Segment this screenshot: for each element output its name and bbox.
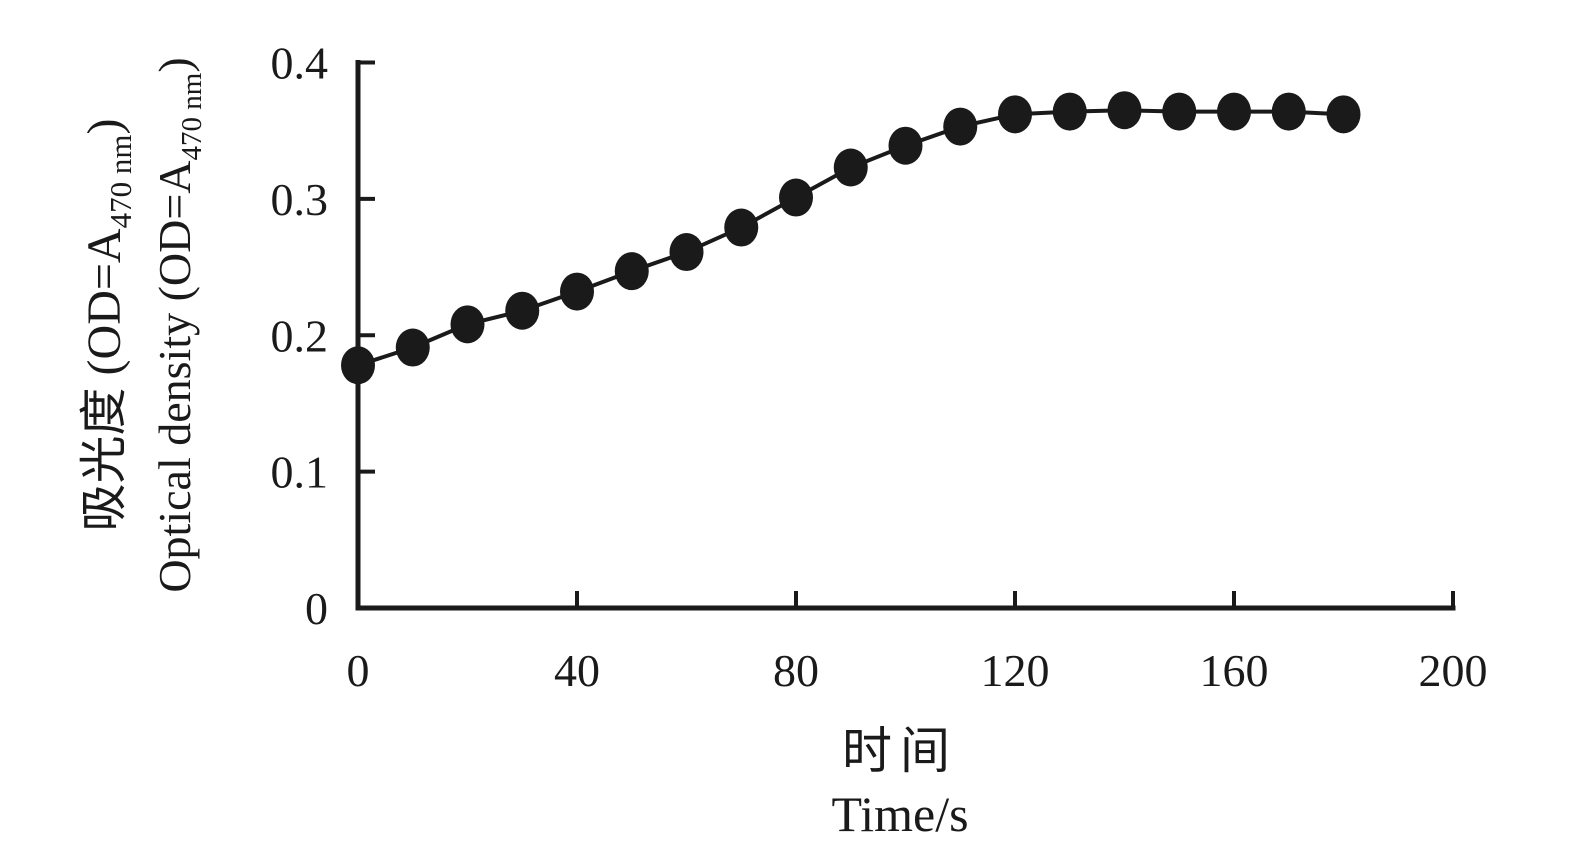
y-tick-labels: 0 0.1 0.2 0.3 0.4 xyxy=(271,38,329,635)
y-axis-title-zh: 吸光度 (OD=A470 nm) xyxy=(78,119,138,532)
x-tick-label: 120 xyxy=(981,645,1050,696)
data-point-marker xyxy=(1271,92,1306,131)
data-series xyxy=(341,91,1361,385)
data-point-marker xyxy=(888,126,923,165)
data-point-marker xyxy=(779,178,813,217)
series-line xyxy=(357,108,1344,368)
data-point-marker xyxy=(614,252,649,291)
data-point-marker xyxy=(1217,92,1251,131)
x-axis-title-zh: 时间 xyxy=(842,723,958,779)
data-point-marker xyxy=(1326,95,1361,134)
x-tick-label: 0 xyxy=(347,645,370,696)
axis-lines xyxy=(355,60,1456,611)
y-axis-title-en: Optical density (OD=A470 nm) xyxy=(149,57,208,592)
data-point-marker xyxy=(450,305,485,344)
axes xyxy=(355,60,1456,611)
data-point-marker xyxy=(560,272,594,311)
y-tick-label: 0.3 xyxy=(271,174,329,225)
data-point-marker xyxy=(998,95,1032,134)
x-tick-label: 80 xyxy=(773,645,819,696)
data-point-marker xyxy=(341,346,375,385)
x-tick-label: 40 xyxy=(554,645,600,696)
y-tick-label: 0.2 xyxy=(271,310,329,361)
x-axis-title-en: Time/s xyxy=(831,786,968,842)
x-tick-labels: 0 40 80 120 160 200 xyxy=(347,645,1488,696)
data-point-marker xyxy=(395,328,430,367)
data-point-marker xyxy=(1052,92,1087,131)
x-tick-label: 200 xyxy=(1419,645,1488,696)
data-point-marker xyxy=(833,148,868,187)
y-tick-label: 0.4 xyxy=(271,38,329,89)
data-point-marker xyxy=(505,291,540,330)
y-tick-label: 0 xyxy=(305,583,328,634)
y-axis-title: 吸光度 (OD=A470 nm)Optical density (OD=A470… xyxy=(78,57,208,592)
data-point-marker xyxy=(724,208,759,247)
data-point-marker xyxy=(943,107,978,146)
y-tick-label: 0.1 xyxy=(271,447,329,498)
data-point-marker xyxy=(1107,91,1142,130)
x-tick-label: 160 xyxy=(1200,645,1269,696)
data-point-marker xyxy=(1162,92,1197,131)
data-point-marker xyxy=(669,233,704,272)
